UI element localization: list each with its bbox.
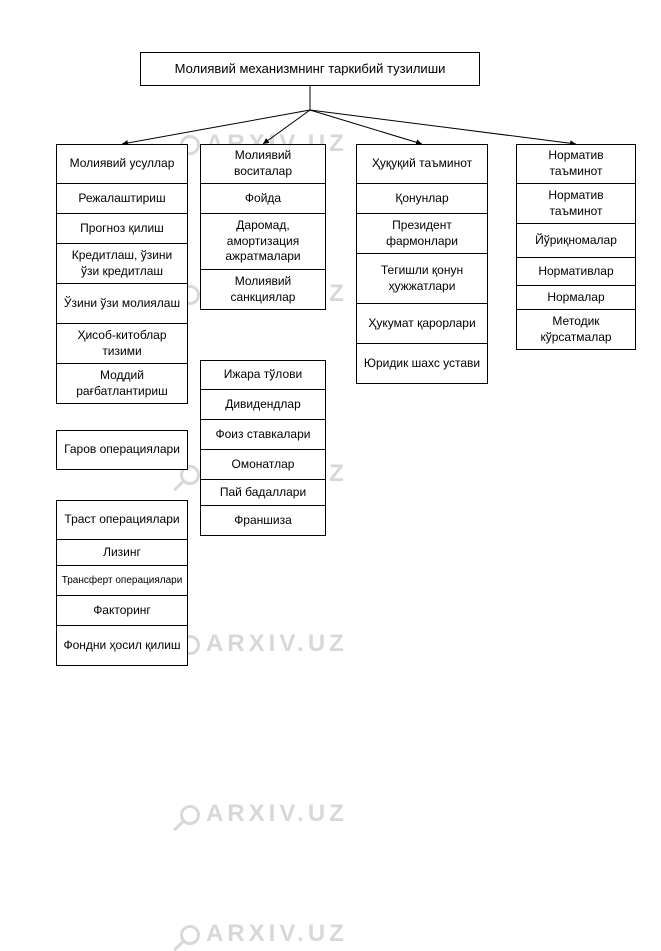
root-label: Молиявий механизмнинг таркибий тузилиши xyxy=(175,61,446,76)
cell: Нормалар xyxy=(516,286,636,310)
cell: Молиявий воситалар xyxy=(200,144,326,184)
cell: Ҳисоб-китоблар тизими xyxy=(56,324,188,364)
cell: Йўриқномалар xyxy=(516,224,636,258)
cell: Трансферт операциялари xyxy=(56,566,188,596)
cell: Прогноз қилиш xyxy=(56,214,188,244)
cell: Франшиза xyxy=(200,506,326,536)
cell: Нормативлар xyxy=(516,258,636,286)
cell: Фондни ҳосил қилиш xyxy=(56,626,188,666)
column-col1: Молиявий усулларРежалаштиришПрогноз қили… xyxy=(56,144,188,404)
cell: Методик кўрсатмалар xyxy=(516,310,636,350)
column-col1b: Гаров операциялари xyxy=(56,430,188,470)
cell: Моддий рағбатлантириш xyxy=(56,364,188,404)
cell: Молиявий усуллар xyxy=(56,144,188,184)
cell: Гаров операциялари xyxy=(56,430,188,470)
cell: Юридик шахс устави xyxy=(356,344,488,384)
root-node: Молиявий механизмнинг таркибий тузилиши xyxy=(140,52,480,86)
cell: Президент фармонлари xyxy=(356,214,488,254)
cell: Ҳукумат қарорлари xyxy=(356,304,488,344)
watermark: ARXIV.UZ xyxy=(180,800,348,828)
cell: Норматив таъминот xyxy=(516,184,636,224)
cell: Пай бадаллари xyxy=(200,480,326,506)
cell: Фоиз ставкалари xyxy=(200,420,326,450)
cell: Кредитлаш, ўзини ўзи кредитлаш xyxy=(56,244,188,284)
column-col1c: Траст операциялариЛизингТрансферт операц… xyxy=(56,500,188,666)
cell: Қонунлар xyxy=(356,184,488,214)
watermark: ARXIV.UZ xyxy=(180,920,348,948)
cell: Норматив таъминот xyxy=(516,144,636,184)
cell: Омонатлар xyxy=(200,450,326,480)
column-col2: Молиявий воситаларФойдаДаромад, амортиза… xyxy=(200,144,326,310)
cell: Траст операциялари xyxy=(56,500,188,540)
cell: Даромад, амортизация ажратмалари xyxy=(200,214,326,270)
column-col3: Ҳуқуқий таъминотҚонунларПрезидент фармон… xyxy=(356,144,488,384)
cell: Молиявий санкциялар xyxy=(200,270,326,310)
column-col4: Норматив таъминотНорматив таъминотЙўриқн… xyxy=(516,144,636,350)
cell: Ҳуқуқий таъминот xyxy=(356,144,488,184)
cell: Факторинг xyxy=(56,596,188,626)
watermark: ARXIV.UZ xyxy=(180,630,348,658)
cell: Фойда xyxy=(200,184,326,214)
cell: Лизинг xyxy=(56,540,188,566)
cell: Дивидендлар xyxy=(200,390,326,420)
cell: Ўзини ўзи молиялаш xyxy=(56,284,188,324)
cell: Ижара тўлови xyxy=(200,360,326,390)
cell: Режалаштириш xyxy=(56,184,188,214)
column-col2b: Ижара тўловиДивидендларФоиз ставкалариОм… xyxy=(200,360,326,536)
cell: Тегишли қонун ҳужжатлари xyxy=(356,254,488,304)
